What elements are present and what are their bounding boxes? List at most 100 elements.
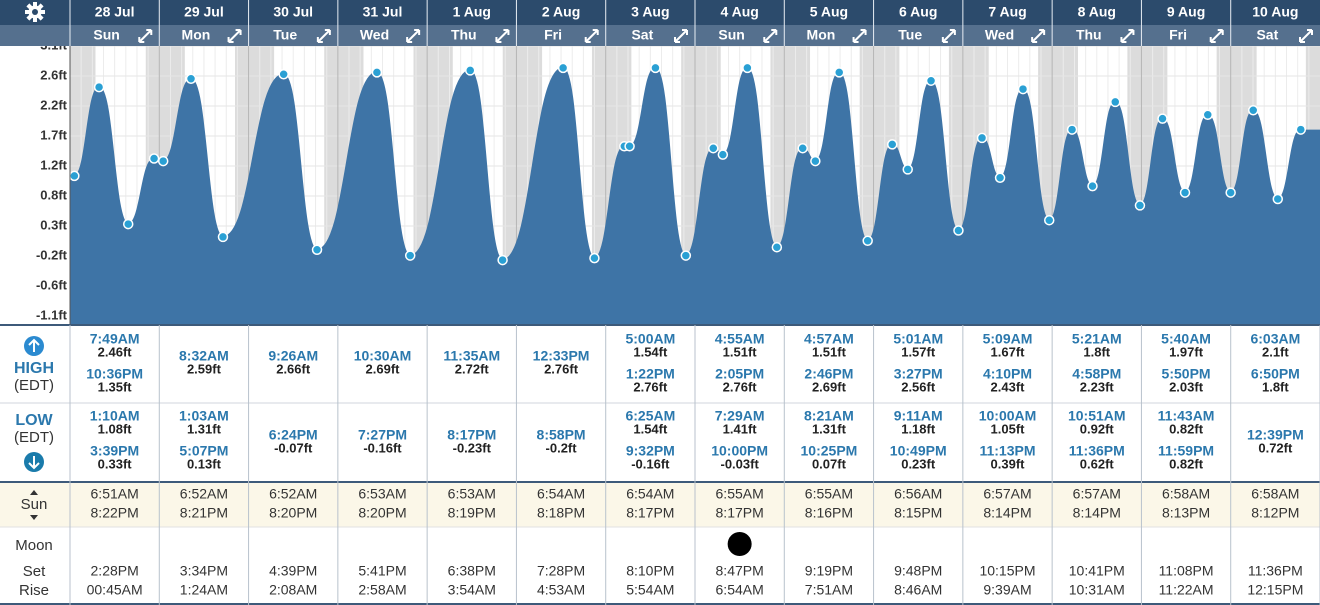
moonset: 11:36PM [1248,563,1303,579]
high-time: 4:10PM [983,366,1032,382]
tide-point [797,142,808,154]
moonrise-label: Rise [19,582,49,599]
sunset: 8:14PM [983,505,1031,521]
sunset: 8:15PM [894,505,942,521]
low-height: 0.62ft [1080,456,1115,471]
date-label: 6 Aug [899,4,937,20]
high-height: 1.8ft [1262,379,1289,394]
tide-point [217,231,229,243]
tide-point [833,67,845,78]
low-time: 10:49PM [890,443,947,459]
date-label: 10 Aug [1252,4,1298,20]
moonrise: 4:53AM [537,582,585,598]
expand-icon[interactable] [852,29,867,43]
tide-point [1179,187,1191,198]
expand-icon[interactable] [1031,29,1046,43]
tide-point [742,62,753,74]
weekday-label: Tue [273,27,297,43]
sunrise: 6:53AM [448,486,496,502]
expand-icon[interactable] [674,29,688,43]
sunset: 8:13PM [1162,505,1210,521]
tide-point [93,81,105,93]
low-time: 11:59PM [1158,443,1214,459]
sunset: 8:17PM [716,505,764,521]
date-label: 1 Aug [453,4,491,20]
expand-icon[interactable] [1299,29,1313,43]
moonrise: 7:51AM [805,582,853,598]
sunrise: 6:54AM [537,486,585,502]
tide-point [1134,200,1146,211]
sunrise: 6:52AM [269,486,317,502]
moonset: 7:28PM [537,563,585,579]
low-time: 8:17PM [447,427,496,443]
weekday-label: Sun [718,27,744,43]
high-height: 2.76ft [723,379,758,394]
tide-point [1247,105,1259,116]
expand-icon[interactable] [316,29,331,43]
expand-icon[interactable] [941,29,956,43]
high-height: 2.1ft [1262,344,1289,359]
sunset: 8:20PM [358,505,406,521]
tide-point [771,241,783,253]
settings-icon[interactable] [25,2,45,22]
sun-up-arrow [30,490,38,495]
tide-point [624,141,635,152]
high-time: 3:27PM [894,366,943,382]
tide-point [717,149,729,160]
weekday-label: Tue [898,27,922,43]
y-tick-label: -1.1ft [36,307,68,322]
tide-point [976,132,988,144]
weekday-label: Mon [182,27,211,43]
moonrise: 10:31AM [1069,582,1125,598]
high-time: 5:00AM [625,331,675,347]
high-height: 1.54ft [633,344,668,359]
high-height: 2.69ft [812,379,847,394]
tide-point [708,142,719,154]
high-height: 1.57ft [901,344,936,359]
sunrise: 6:57AM [983,486,1031,502]
tide-point [994,172,1006,184]
y-tick-label: -0.2ft [36,247,68,262]
expand-icon[interactable] [138,29,153,43]
low-height: 1.31ft [812,421,847,436]
tide-point [1272,193,1284,205]
expand-icon[interactable] [763,29,778,43]
sunset: 8:17PM [626,505,674,521]
low-height: 1.08ft [98,421,133,436]
high-time: 9:26AM [268,348,318,364]
expand-icon[interactable] [495,29,510,43]
low-time: 11:36PM [1069,443,1125,459]
weekday-label: Thu [451,27,477,43]
moonrise: 00:45AM [87,582,143,598]
sun-row-bg [0,482,1320,527]
expand-icon[interactable] [1120,29,1135,43]
high-time: 4:57AM [804,331,854,347]
expand-icon[interactable] [406,29,421,43]
expand-icon[interactable] [1209,29,1224,43]
high-time: 5:40AM [1161,331,1211,347]
low-height: 1.41ft [723,421,758,436]
high-height: 1.8ft [1083,344,1110,359]
tide-point [157,155,169,167]
high-height: 2.56ft [901,379,936,394]
expand-icon[interactable] [584,29,599,43]
high-height: 2.76ft [544,361,579,376]
tide-point [1202,109,1214,121]
low-time: 10:00PM [711,443,768,459]
low-time: 3:39PM [90,443,139,459]
sun-label: Sun [21,496,48,513]
expand-icon[interactable] [227,29,242,43]
low-time: 8:58PM [537,427,586,443]
high-time: 6:03AM [1250,331,1300,347]
tide-point [680,250,692,261]
low-height: -0.2ft [546,440,578,455]
sunrise: 6:58AM [1162,486,1210,502]
high-height: 1.35ft [98,379,133,394]
weekday-label: Sat [631,27,653,43]
weekday-label: Wed [985,27,1014,43]
low-height: -0.07ft [274,440,313,455]
date-label: 9 Aug [1167,4,1205,20]
tide-point [1157,113,1168,124]
high-time: 2:05PM [715,366,764,382]
